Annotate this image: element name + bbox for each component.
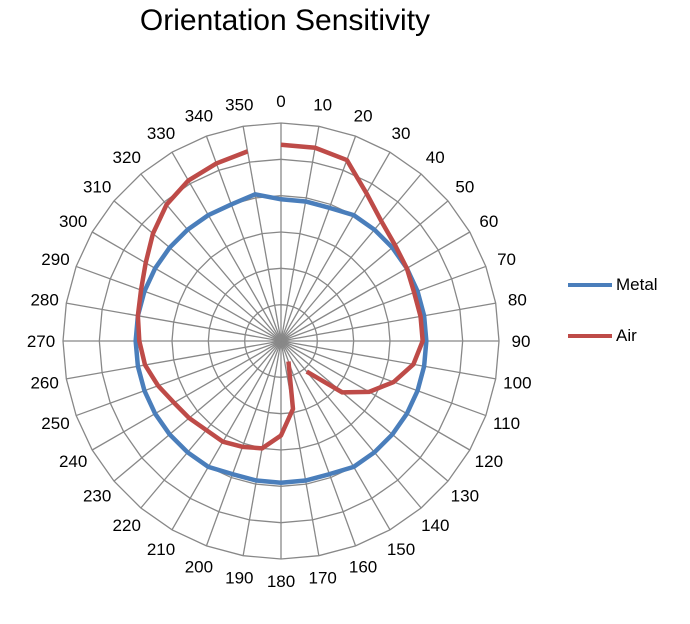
axis-tick-label: 90 <box>512 332 531 351</box>
axis-tick-label: 260 <box>30 374 58 393</box>
axis-tick-label: 200 <box>185 558 213 577</box>
axis-tick-label: 100 <box>503 374 531 393</box>
axis-tick-label: 350 <box>225 96 253 115</box>
legend-item-air: Air <box>568 326 637 346</box>
grid-spoke <box>280 151 391 342</box>
legend-swatch-air <box>568 334 612 338</box>
axis-tick-label: 140 <box>421 516 449 535</box>
axis-tick-label: 80 <box>508 290 527 309</box>
axis-tick-label: 50 <box>455 178 474 197</box>
grid-spoke <box>280 340 471 451</box>
axis-tick-label: 40 <box>426 148 445 167</box>
axis-tick-label: 310 <box>83 178 111 197</box>
grid-spoke <box>75 340 282 417</box>
grid-spoke <box>171 151 282 342</box>
axis-tick-label: 160 <box>349 558 377 577</box>
grid-spoke <box>140 173 282 342</box>
axis-tick-label: 20 <box>354 106 373 125</box>
grid-spoke <box>280 126 320 342</box>
grid-spoke <box>113 200 282 342</box>
axis-tick-label: 330 <box>147 124 175 143</box>
grid-spoke <box>280 340 320 556</box>
axis-tick-label: 220 <box>113 516 141 535</box>
axis-tick-label: 110 <box>493 414 520 433</box>
grid-spoke <box>66 302 282 342</box>
grid-spoke <box>280 340 391 531</box>
axis-tick-label: 300 <box>59 212 87 231</box>
axis-tick-label: 70 <box>497 250 516 269</box>
grid-spoke <box>280 135 357 342</box>
axis-tick-label: 320 <box>113 148 141 167</box>
series-line-air <box>135 149 296 451</box>
axis-tick-label: 150 <box>387 540 415 559</box>
axis-tick-label: 180 <box>267 572 295 591</box>
grid-spoke <box>171 340 282 531</box>
grid-spoke <box>280 340 496 380</box>
grid-spoke <box>280 340 422 509</box>
axis-tick-label: 230 <box>83 486 111 505</box>
grid-spoke <box>205 135 282 342</box>
chart-title: Orientation Sensitivity <box>139 4 431 37</box>
grid-spoke <box>280 302 496 342</box>
grid-spoke <box>205 340 282 547</box>
axis-tick-label: 10 <box>313 96 332 115</box>
grid-spoke <box>91 340 282 451</box>
axis-tick-label: 270 <box>27 332 55 351</box>
grid-spoke <box>75 265 282 342</box>
grid-spoke <box>113 340 282 482</box>
grid-spoke <box>140 340 282 509</box>
axis-tick-label: 210 <box>147 540 175 559</box>
axis-tick-label: 240 <box>59 452 87 471</box>
legend-label-metal: Metal <box>616 275 658 294</box>
legend-label-air: Air <box>616 326 637 345</box>
grid-spoke <box>280 265 487 342</box>
axis-tick-label: 30 <box>392 124 411 143</box>
axis-tick-label: 120 <box>475 452 503 471</box>
axis-tick-label: 250 <box>41 414 69 433</box>
axis-tick-label: 340 <box>185 106 213 125</box>
axis-tick-label: 290 <box>41 250 69 269</box>
legend-item-metal: Metal <box>568 275 658 295</box>
grid-spoke <box>91 231 282 342</box>
grid-spoke <box>280 200 449 342</box>
grid-spoke <box>66 340 282 380</box>
axis-tick-label: 60 <box>479 212 498 231</box>
axis-tick-label: 170 <box>308 568 336 587</box>
legend-swatch-metal <box>568 283 612 287</box>
grid-spoke <box>280 340 487 417</box>
axis-tick-label: 130 <box>451 486 479 505</box>
axis-tick-label: 280 <box>30 290 58 309</box>
grid-spoke <box>280 340 449 482</box>
grid-spoke <box>280 231 471 342</box>
grid-spoke <box>280 340 357 547</box>
grid-spoke <box>280 173 422 342</box>
axis-tick-label: 0 <box>276 92 285 111</box>
grid-spoke <box>242 126 282 342</box>
axis-tick-label: 190 <box>225 568 253 587</box>
